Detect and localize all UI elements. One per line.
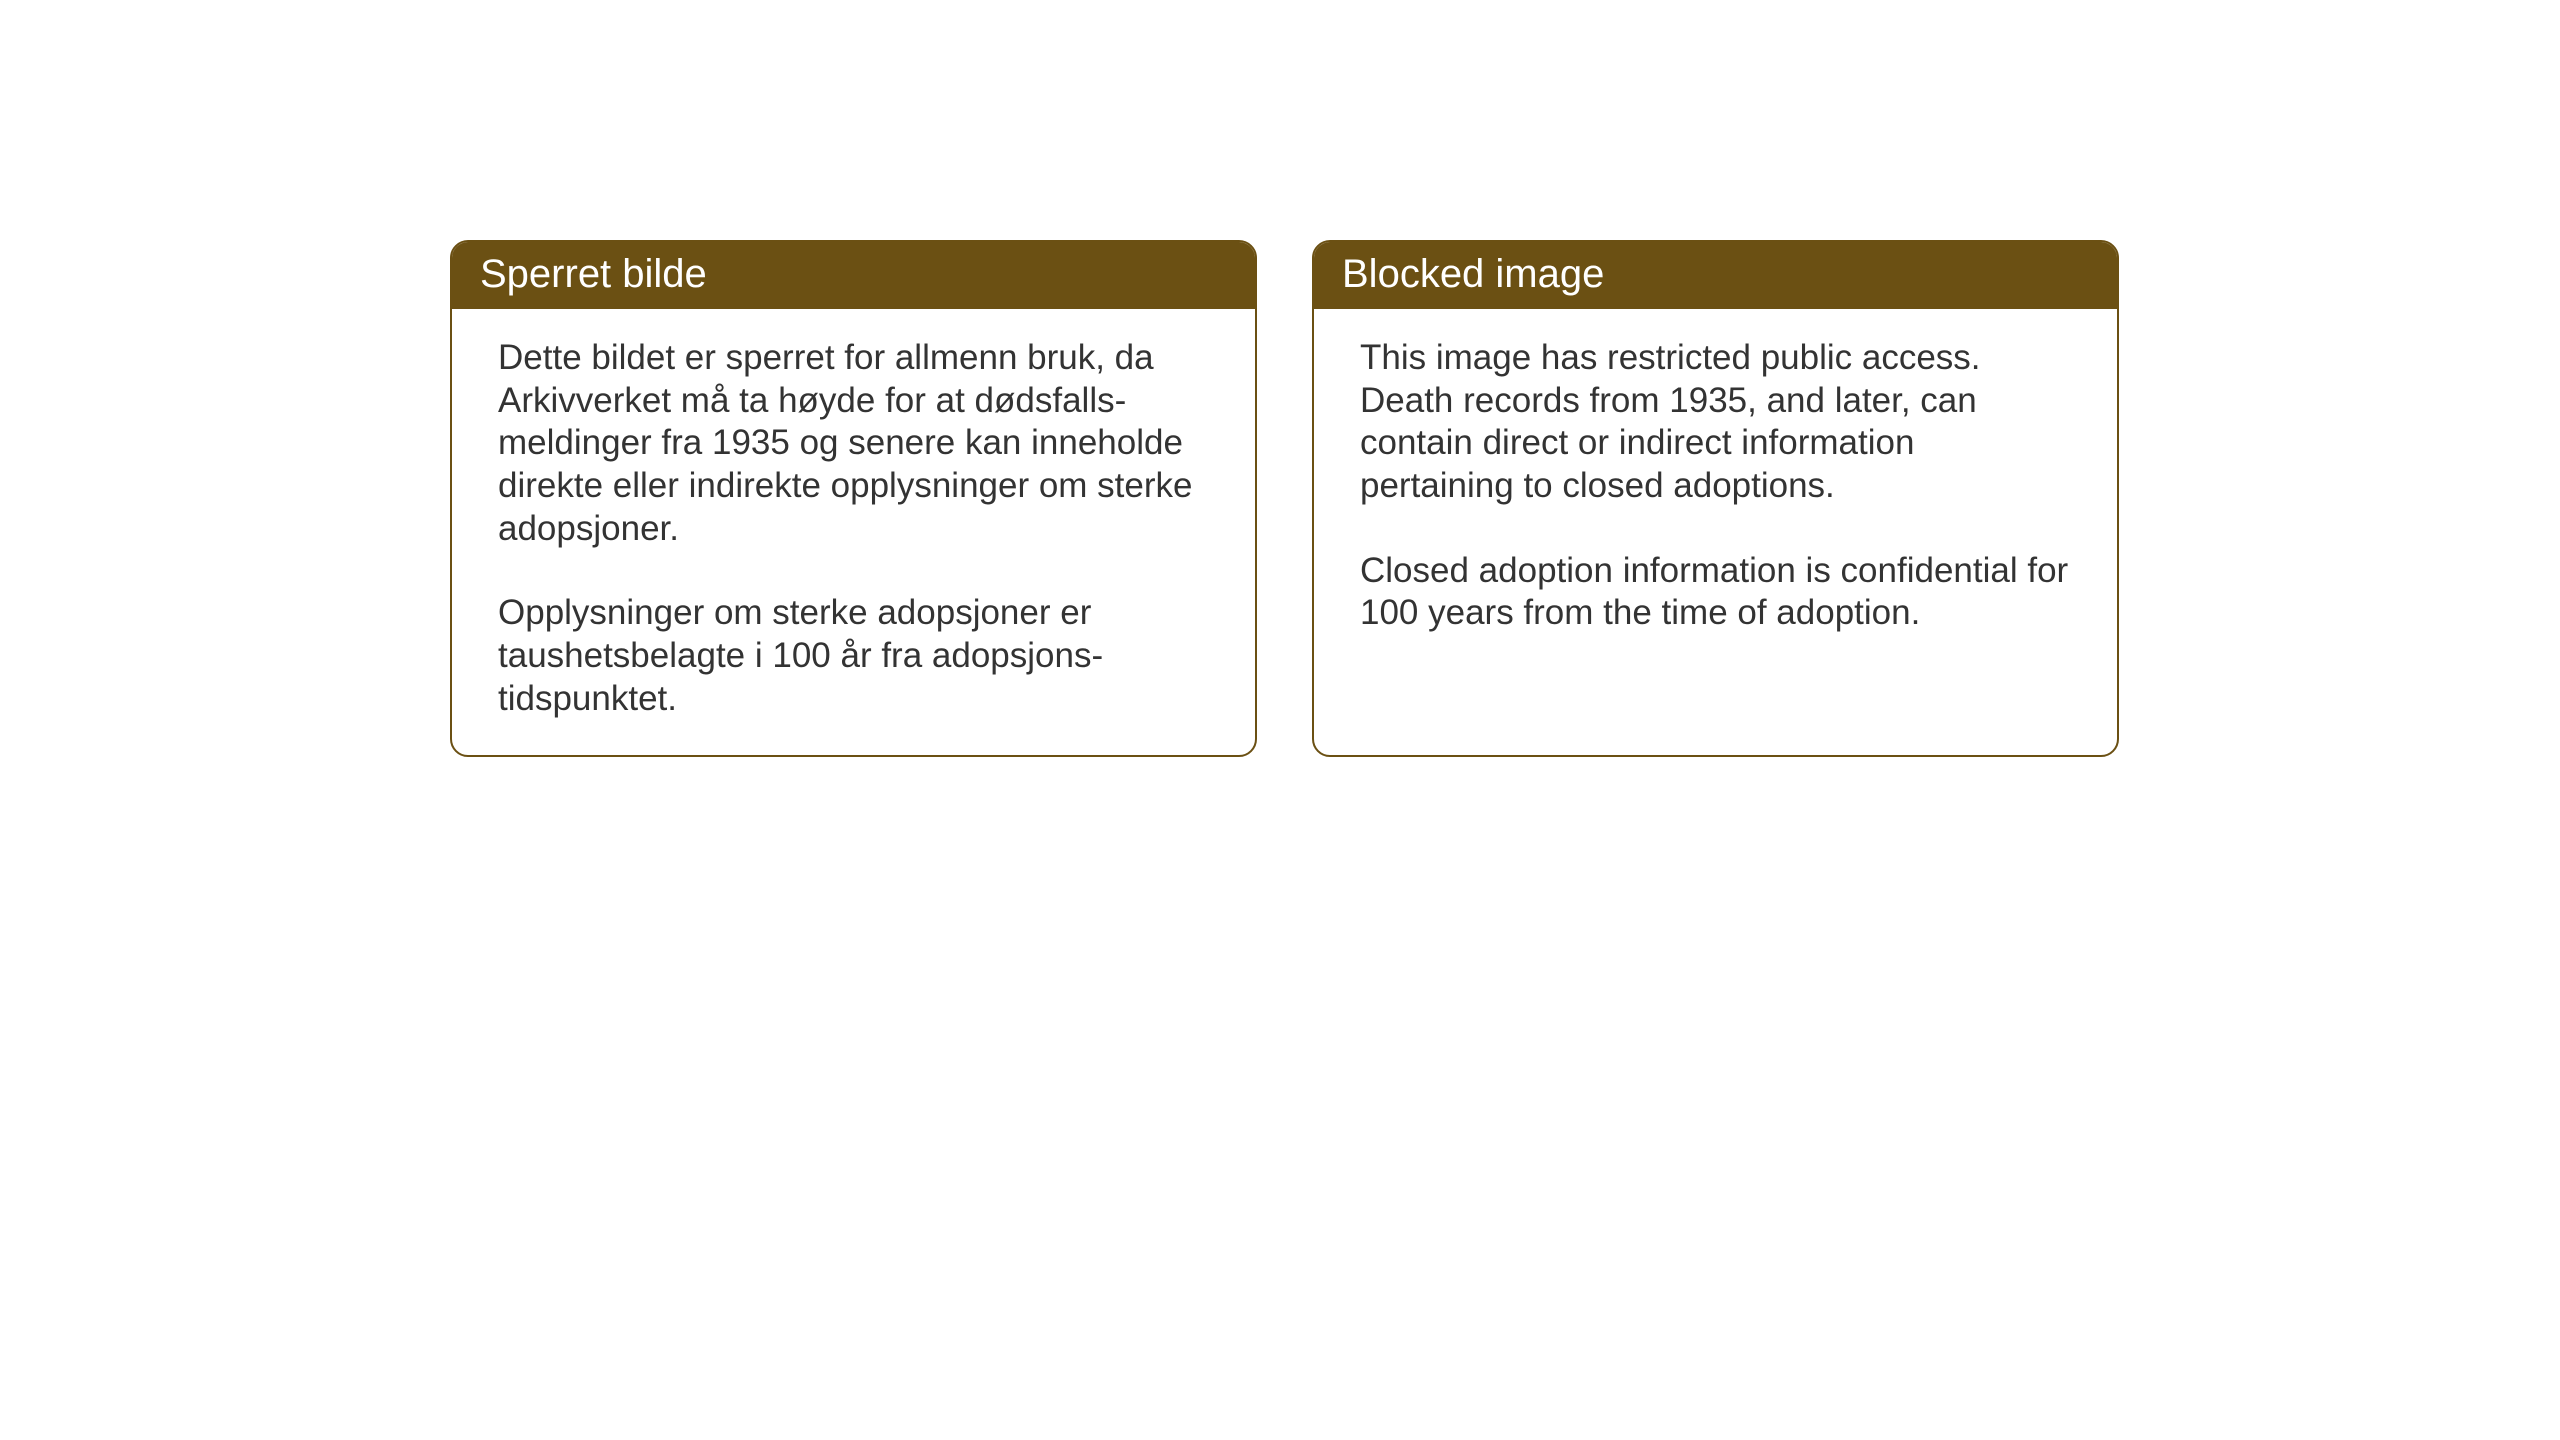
notice-container: Sperret bilde Dette bildet er sperret fo… xyxy=(450,240,2119,757)
notice-paragraph-1-english: This image has restricted public access.… xyxy=(1360,337,2071,508)
notice-paragraph-2-english: Closed adoption information is confident… xyxy=(1360,550,2071,635)
notice-paragraph-2-norwegian: Opplysninger om sterke adopsjoner er tau… xyxy=(498,592,1209,720)
notice-card-english: Blocked image This image has restricted … xyxy=(1312,240,2119,757)
card-body-norwegian: Dette bildet er sperret for allmenn bruk… xyxy=(452,309,1255,755)
notice-paragraph-1-norwegian: Dette bildet er sperret for allmenn bruk… xyxy=(498,337,1209,550)
card-header-norwegian: Sperret bilde xyxy=(452,242,1255,309)
card-header-english: Blocked image xyxy=(1314,242,2117,309)
card-body-english: This image has restricted public access.… xyxy=(1314,309,2117,669)
notice-card-norwegian: Sperret bilde Dette bildet er sperret fo… xyxy=(450,240,1257,757)
